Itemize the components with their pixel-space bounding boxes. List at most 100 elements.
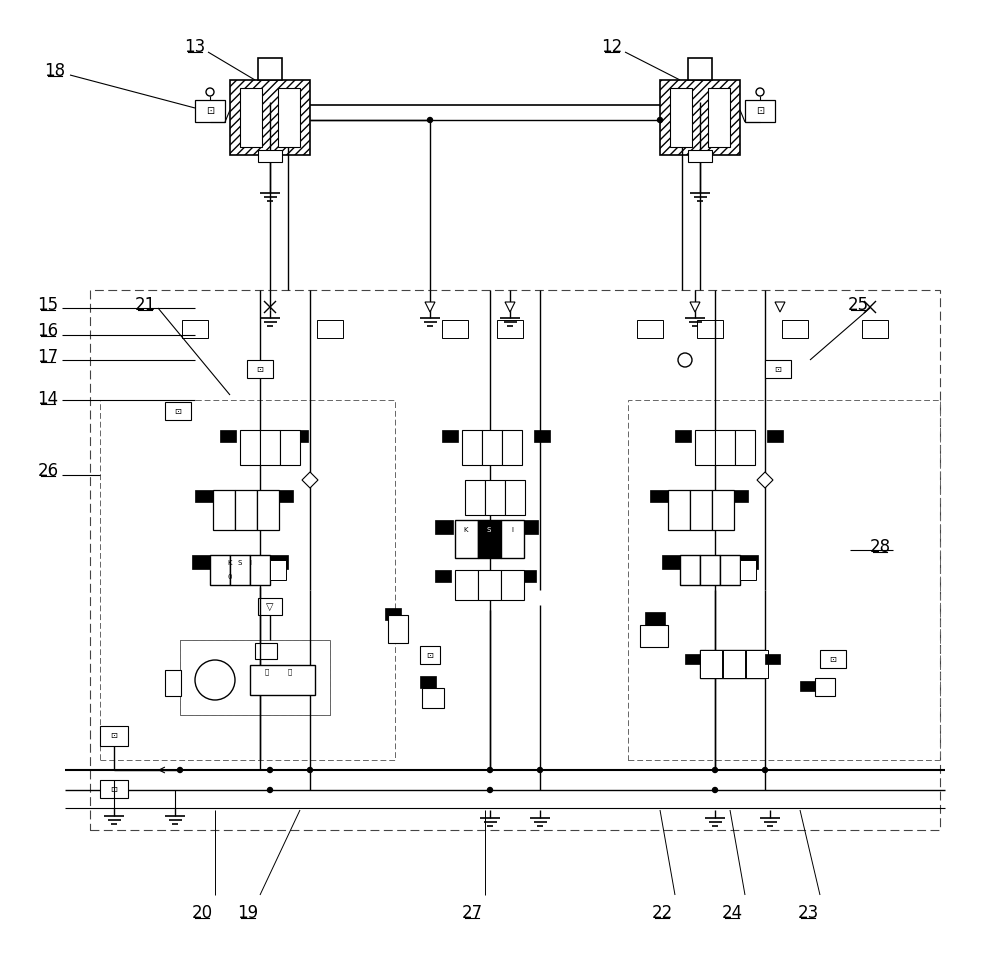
Text: 0: 0 (228, 574, 232, 580)
Bar (478, 570, 501, 600)
Bar (165, 670, 181, 696)
Bar (740, 555, 758, 569)
Bar (700, 650, 765, 678)
Polygon shape (690, 302, 700, 312)
Bar (715, 430, 735, 465)
Text: 22: 22 (651, 904, 673, 922)
Bar (740, 560, 756, 580)
Bar (720, 555, 740, 585)
Bar (250, 555, 270, 585)
Circle shape (206, 88, 214, 96)
Bar (257, 490, 279, 530)
Text: 19: 19 (237, 904, 259, 922)
Text: ⊡: ⊡ (110, 784, 118, 793)
Bar (534, 430, 550, 442)
Polygon shape (505, 302, 515, 312)
Polygon shape (757, 472, 773, 488)
Circle shape (195, 660, 235, 700)
Bar (385, 608, 401, 620)
Bar (230, 555, 250, 585)
Bar (100, 780, 128, 798)
Text: ▽: ▽ (266, 602, 274, 612)
Polygon shape (302, 472, 318, 488)
Bar (250, 665, 315, 695)
Text: S: S (238, 560, 242, 566)
Circle shape (756, 88, 764, 96)
Bar (220, 430, 236, 442)
Bar (270, 560, 286, 580)
Text: ⊡: ⊡ (110, 732, 118, 740)
Text: ⊡: ⊡ (175, 407, 182, 415)
Text: 20: 20 (191, 904, 213, 922)
Bar (180, 640, 330, 715)
Bar (388, 615, 408, 643)
Bar (240, 430, 260, 465)
Text: ⊡: ⊡ (830, 654, 836, 664)
Bar (708, 88, 730, 147)
Bar (210, 555, 230, 585)
Bar (862, 320, 888, 338)
Bar (213, 490, 235, 530)
Bar (800, 681, 815, 691)
Bar (465, 480, 485, 515)
Bar (685, 654, 700, 664)
Bar (482, 430, 502, 465)
Text: I: I (249, 560, 251, 566)
Bar (497, 320, 523, 338)
Bar (505, 480, 525, 515)
Bar (723, 650, 745, 678)
Bar (765, 360, 791, 378)
Bar (520, 570, 536, 582)
Text: I: I (511, 527, 513, 533)
Bar (258, 150, 282, 162)
Bar (100, 400, 395, 760)
Text: 15: 15 (37, 296, 59, 314)
Bar (675, 430, 691, 442)
Bar (745, 100, 775, 122)
Bar (640, 625, 668, 647)
Bar (195, 100, 225, 122)
Bar (690, 490, 712, 530)
Bar (292, 430, 308, 442)
Bar (278, 88, 300, 147)
Bar (255, 643, 277, 659)
Circle shape (678, 353, 692, 367)
Bar (182, 320, 208, 338)
Circle shape (538, 767, 542, 773)
Circle shape (488, 787, 492, 792)
Text: 17: 17 (37, 348, 59, 366)
Bar (247, 360, 273, 378)
Text: 23: 23 (797, 904, 819, 922)
Bar (746, 650, 768, 678)
Text: ⊡: ⊡ (756, 106, 764, 116)
Text: 27: 27 (461, 904, 483, 922)
Bar (700, 555, 720, 585)
Bar (442, 430, 458, 442)
Text: 21: 21 (134, 296, 156, 314)
Circle shape (268, 767, 272, 773)
Text: K: K (464, 527, 468, 533)
Bar (100, 726, 128, 746)
Text: K: K (228, 560, 232, 566)
Bar (270, 555, 288, 569)
Circle shape (488, 767, 492, 773)
Text: 25: 25 (847, 296, 869, 314)
Bar (697, 320, 723, 338)
Bar (455, 570, 478, 600)
Bar (680, 555, 700, 585)
Text: 24: 24 (721, 904, 743, 922)
Bar (735, 430, 755, 465)
Bar (820, 650, 846, 668)
Polygon shape (775, 302, 785, 312)
Bar (90, 290, 940, 830)
Text: 14: 14 (37, 390, 59, 408)
Circle shape (763, 767, 768, 773)
Text: ⬛: ⬛ (265, 668, 269, 675)
Bar (520, 520, 538, 534)
Bar (712, 490, 734, 530)
Bar (275, 490, 293, 502)
Text: S: S (487, 527, 491, 533)
Bar (455, 520, 478, 558)
Polygon shape (425, 302, 435, 312)
Text: ⬛: ⬛ (288, 668, 292, 675)
